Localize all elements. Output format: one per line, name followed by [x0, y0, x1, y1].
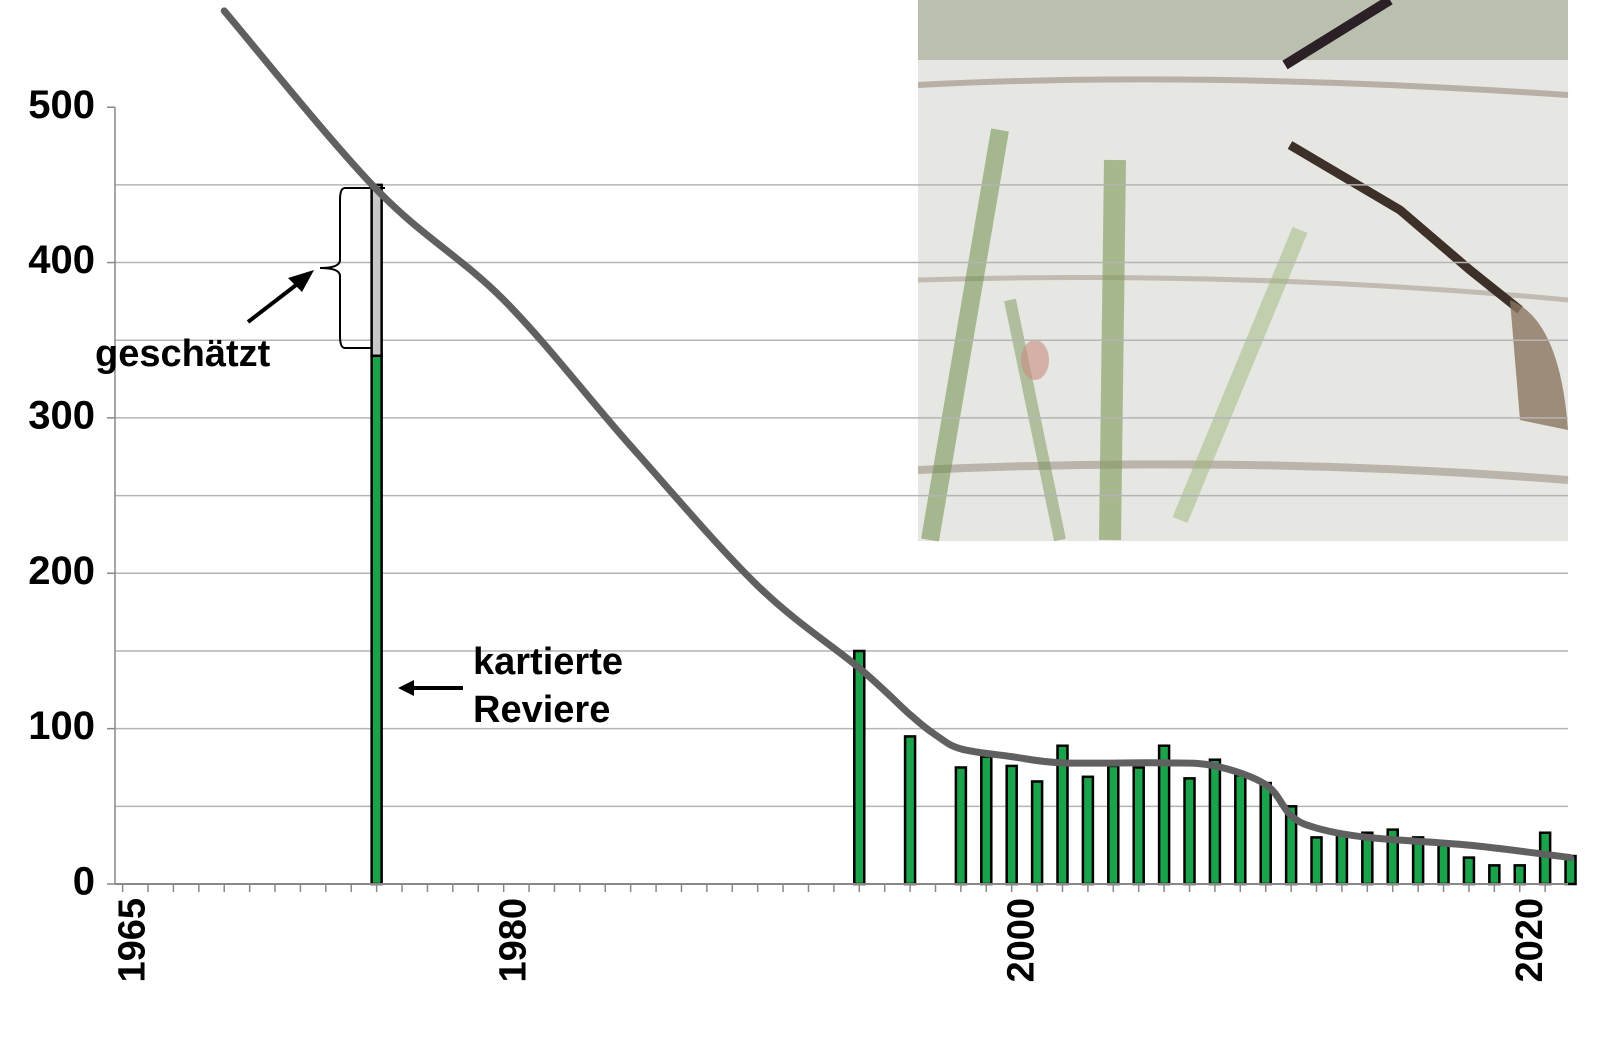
bar [981, 757, 991, 884]
photo [918, 0, 1568, 541]
bar [372, 356, 382, 884]
bar [1515, 865, 1525, 884]
bar [372, 185, 382, 356]
bar [1057, 746, 1067, 884]
bar [956, 767, 966, 884]
x-tick-label: 1980 [493, 898, 535, 983]
bar [1134, 767, 1144, 884]
bar [1489, 865, 1499, 884]
y-tick-label: 300 [28, 393, 95, 437]
x-tick-label: 2000 [1001, 898, 1043, 983]
bar [1464, 858, 1474, 884]
y-tick-label: 500 [28, 83, 95, 127]
bar [1439, 845, 1449, 884]
bar [1235, 775, 1245, 884]
bar [1540, 833, 1550, 884]
bar [1007, 766, 1017, 884]
y-tick-label: 100 [28, 704, 95, 748]
annotation-mapped: kartierte Reviere [473, 638, 673, 734]
bar [905, 736, 915, 884]
bar [1312, 837, 1322, 884]
y-tick-label: 400 [28, 238, 95, 282]
page: 0 100 200 300 400 500 1965 1980 2000 2020 geschät… [0, 0, 1618, 1038]
bar [1185, 778, 1195, 884]
bar [1159, 746, 1169, 884]
bar [1108, 766, 1118, 884]
bar [1210, 760, 1220, 884]
y-tick-label: 200 [28, 549, 95, 593]
annotations [248, 188, 463, 696]
chart: 0 100 200 300 400 500 1965 1980 2000 2020 [0, 0, 1618, 1038]
y-tick-label: 0 [73, 860, 95, 904]
bar [1261, 783, 1271, 884]
x-tick-label: 1965 [112, 898, 154, 983]
bar [854, 651, 864, 884]
bar [1083, 777, 1093, 884]
bar [1032, 781, 1042, 884]
x-tick-label: 2020 [1509, 898, 1551, 983]
bar [1337, 833, 1347, 884]
annotation-estimated: geschätzt [95, 330, 270, 378]
